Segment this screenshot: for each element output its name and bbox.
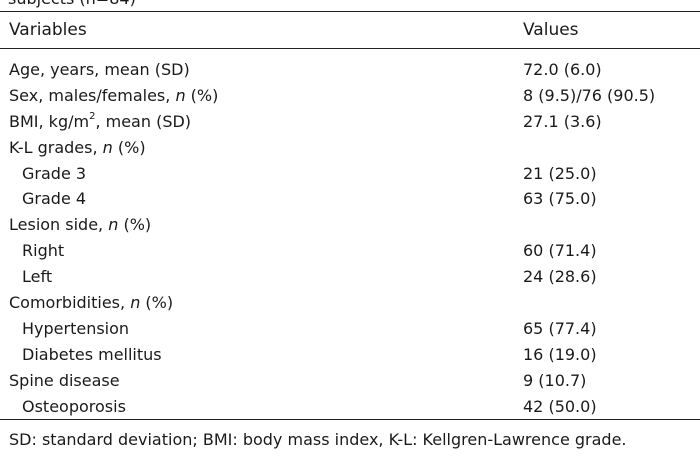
table-footnote: SD: standard deviation; BMI: body mass i… [9, 430, 627, 449]
row-value: 72.0 (6.0) [523, 60, 602, 79]
row-label-text: (%) [185, 85, 219, 105]
row-value: 24 (28.6) [523, 267, 597, 287]
row-label-italic: n [130, 293, 141, 313]
row-value: 27.1 (3.6) [523, 111, 602, 131]
row-label-text: BMI, kg/m [9, 111, 90, 131]
row-label-text: (%) [112, 137, 146, 157]
table-row: Grade 3 21 (25.0) [0, 161, 700, 187]
row-label: Diabetes mellitus [22, 344, 162, 364]
table-row: Diabetes mellitus 16 (19.0) [0, 342, 700, 368]
row-value: 9 (10.7) [523, 370, 587, 390]
table-row: Right 60 (71.4) [0, 238, 700, 264]
row-label: Osteoporosis [22, 396, 126, 416]
table-row: Sex, males/females, n (%) 8 (9.5)/76 (90.… [0, 83, 700, 109]
table-body: Age, years, mean (SD) 72.0 (6.0) Sex, male… [0, 57, 700, 419]
row-value: 16 (19.0) [523, 344, 597, 364]
row-value: 63 (75.0) [523, 189, 597, 209]
table-row: Age, years, mean (SD) 72.0 (6.0) [0, 57, 700, 83]
table-row: Spine disease 9 (10.7) [0, 368, 700, 394]
table-row: BMI, kg/m2, mean (SD) 27.1 (3.6) [0, 109, 700, 135]
table-row: Osteoporosis 42 (50.0) [0, 394, 700, 420]
row-value: 65 (77.4) [523, 318, 597, 338]
header-variables: Variables [9, 20, 87, 40]
row-label: BMI, kg/m2, mean (SD) [9, 112, 191, 132]
row-label: Hypertension [22, 318, 130, 338]
row-value: 8 (9.5)/76 (90.5) [523, 85, 656, 105]
row-label-superscript: 2 [89, 111, 96, 123]
row-label: Spine disease [9, 370, 120, 390]
row-label: Comorbidities, n (%) [9, 293, 173, 313]
row-value: 21 (25.0) [523, 163, 597, 183]
row-label: Left [22, 267, 53, 287]
top-rule [0, 11, 700, 12]
row-value: 60 (71.4) [523, 241, 597, 261]
table-row: Grade 4 63 (75.0) [0, 186, 700, 212]
table-row: Hypertension 65 (77.4) [0, 316, 700, 342]
table-header-row: Variables Values [0, 14, 700, 46]
row-label-text: K-L grades, [9, 137, 103, 157]
row-label: Age, years, mean (SD) [9, 60, 190, 79]
row-label-text: , mean (SD) [95, 111, 192, 131]
table-row: Comorbidities, n (%) [0, 290, 700, 316]
row-label-italic: n [175, 85, 186, 105]
header-values: Values [523, 20, 579, 40]
bottom-rule [0, 419, 700, 420]
row-label-italic: n [108, 215, 119, 235]
row-label: Grade 3 [22, 163, 87, 183]
row-label-text: Comorbidities, [9, 293, 131, 313]
row-label: Lesion side, n (%) [9, 215, 151, 235]
row-label: Grade 4 [22, 189, 87, 209]
table-row: Lesion side, n (%) [0, 212, 700, 238]
row-value: 42 (50.0) [523, 396, 597, 416]
table-row: Left 24 (28.6) [0, 264, 700, 290]
row-label: K-L grades, n (%) [9, 138, 146, 158]
row-label-italic: n [102, 137, 113, 157]
row-label-text: (%) [118, 215, 152, 235]
row-label-text: Sex, males/females, [9, 85, 176, 105]
row-label: Sex, males/females, n (%) [9, 86, 218, 106]
row-label: Right [22, 241, 65, 261]
row-label-text: (%) [140, 293, 174, 313]
row-label-text: Lesion side, [9, 215, 109, 235]
table-row: K-L grades, n (%) [0, 135, 700, 161]
table-caption-fragment: subjects (n=84) [8, 0, 136, 8]
header-rule [0, 48, 700, 49]
